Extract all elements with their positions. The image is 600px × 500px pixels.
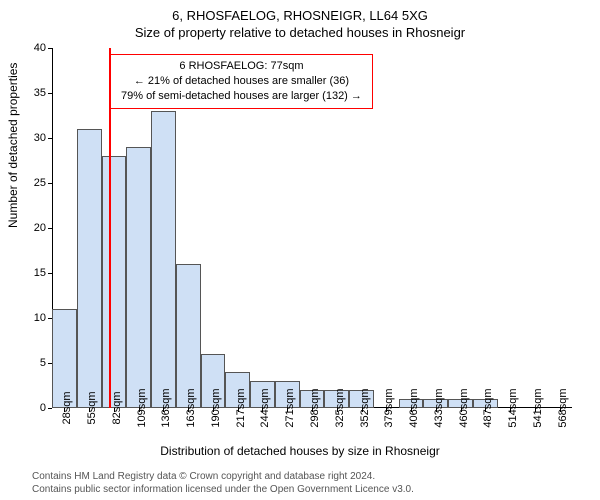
- chart-container: 6, RHOSFAELOG, RHOSNEIGR, LL64 5XG Size …: [0, 0, 600, 500]
- y-axis-label: Number of detached properties: [6, 63, 20, 228]
- x-tick-mark: [461, 408, 462, 412]
- x-tick-mark: [312, 408, 313, 412]
- x-tick-mark: [262, 408, 263, 412]
- x-tick-mark: [139, 408, 140, 412]
- x-tick-mark: [188, 408, 189, 412]
- y-tick-mark: [48, 93, 52, 94]
- y-tick-mark: [48, 408, 52, 409]
- x-tick-mark: [436, 408, 437, 412]
- info-box: 6 RHOSFAELOG: 77sqm← 21% of detached hou…: [110, 54, 373, 109]
- info-box-line2: ← 21% of detached houses are smaller (36…: [121, 74, 362, 89]
- x-tick-mark: [163, 408, 164, 412]
- x-tick-mark: [114, 408, 115, 412]
- histogram-bar: [126, 147, 151, 408]
- x-tick-mark: [411, 408, 412, 412]
- y-tick-mark: [48, 138, 52, 139]
- footer-line-2: Contains public sector information licen…: [32, 483, 414, 496]
- chart-title-sub: Size of property relative to detached ho…: [0, 23, 600, 40]
- x-axis-label: Distribution of detached houses by size …: [0, 444, 600, 458]
- plot-area: 051015202530354028sqm55sqm82sqm109sqm136…: [52, 48, 572, 408]
- x-tick-mark: [287, 408, 288, 412]
- info-box-line3: 79% of semi-detached houses are larger (…: [121, 89, 362, 104]
- chart-title-main: 6, RHOSFAELOG, RHOSNEIGR, LL64 5XG: [0, 0, 600, 23]
- x-tick-mark: [560, 408, 561, 412]
- y-tick-mark: [48, 183, 52, 184]
- info-box-line1: 6 RHOSFAELOG: 77sqm: [121, 59, 362, 74]
- histogram-bar: [77, 129, 102, 408]
- x-tick-mark: [64, 408, 65, 412]
- x-tick-mark: [362, 408, 363, 412]
- footer-line-1: Contains HM Land Registry data © Crown c…: [32, 470, 414, 483]
- y-tick-mark: [48, 273, 52, 274]
- x-tick-mark: [535, 408, 536, 412]
- x-tick-mark: [485, 408, 486, 412]
- y-tick-mark: [48, 228, 52, 229]
- footer-attribution: Contains HM Land Registry data © Crown c…: [32, 470, 414, 496]
- histogram-bar: [151, 111, 176, 408]
- x-tick-mark: [510, 408, 511, 412]
- y-tick-mark: [48, 48, 52, 49]
- histogram-bar: [102, 156, 127, 408]
- x-tick-mark: [213, 408, 214, 412]
- x-tick-mark: [386, 408, 387, 412]
- x-tick-mark: [337, 408, 338, 412]
- histogram-bar: [176, 264, 201, 408]
- x-tick-mark: [238, 408, 239, 412]
- x-tick-mark: [89, 408, 90, 412]
